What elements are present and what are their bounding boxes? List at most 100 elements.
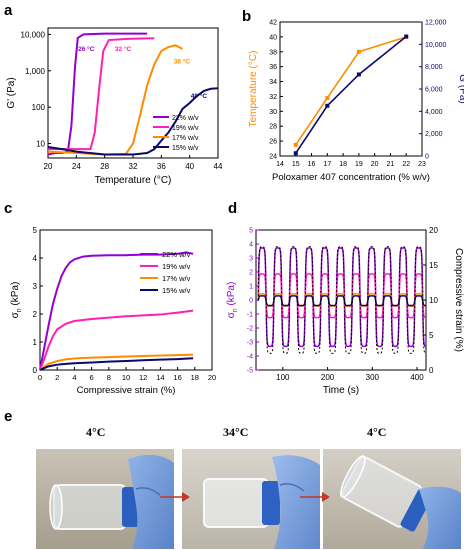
x-tick-label: 18 (339, 161, 347, 168)
panel-label-a: a (4, 2, 13, 19)
y-right-tick-label: 12,000 (425, 20, 447, 27)
x-tick-label: 400 (410, 373, 424, 382)
annotation-label: 32 °C (115, 45, 132, 53)
x-tick-label: 36 (157, 162, 166, 171)
y-right-tick-label: 5 (429, 331, 434, 340)
legend-label: 17% w/v (172, 135, 199, 142)
y-tick-label: 1 (33, 338, 38, 347)
series-marker (356, 72, 361, 77)
panel-label-d: d (228, 200, 238, 217)
legend-label: 19% w/v (162, 262, 191, 271)
y-tick-label: 1,000 (25, 67, 46, 76)
x-tick-label: 15 (292, 161, 300, 168)
legend-label: 22% w/v (172, 115, 199, 122)
photo-temp-1: 4°C (86, 425, 106, 439)
y-left-tick-label: 30 (269, 109, 277, 116)
y-tick-label: 5 (33, 226, 38, 235)
series-line (39, 357, 194, 371)
y-right-tick-label: 0 (429, 366, 434, 375)
annotation-label: 26 °C (78, 45, 95, 53)
series-line (39, 353, 194, 371)
panel-label-c: c (4, 200, 13, 217)
legend-label: 17% w/v (162, 274, 191, 283)
y-left-tick-label: 26 (269, 139, 277, 146)
series-line (48, 37, 155, 151)
y-right-axis-label: Compressive strain (%) (453, 248, 464, 352)
x-tick-label: 28 (100, 162, 109, 171)
legend-label: 15% w/v (162, 286, 191, 295)
series-line (39, 309, 194, 371)
y-right-axis-label: G (Pa) (457, 74, 464, 103)
x-tick-label: 32 (129, 162, 138, 171)
y-left-tick-label: 3 (249, 256, 253, 263)
chart-d: 100 200 300 400 -5 -4 -3 -2 -1 0 1 2 3 4 5 0 5 10 15 20 Time… (226, 226, 464, 396)
chart-a: 20 24 28 32 36 40 44 10 100 1,000 10,000 Temperatur… (6, 27, 223, 186)
x-tick-label: 100 (276, 373, 290, 382)
series-marker (293, 151, 298, 156)
y-tick-label: 100 (32, 103, 46, 112)
x-tick-label: 24 (72, 162, 81, 171)
y-axis-label: G' (Pa) (6, 77, 17, 108)
y-left-tick-label: 32 (269, 94, 277, 101)
x-tick-label: 22 (402, 161, 410, 168)
y-tick-label: 2 (33, 310, 38, 319)
y-left-tick-label: 1 (249, 284, 253, 291)
y-right-tick-label: 8,000 (425, 64, 443, 71)
y-left-tick-label: 38 (269, 49, 277, 56)
series-marker (404, 34, 409, 39)
x-tick-label: 12 (139, 373, 147, 382)
legend-label: 22% w/v (162, 250, 191, 259)
y-tick-label: 3 (33, 282, 38, 291)
x-tick-label: 10 (122, 373, 130, 382)
x-axis-label: Temperature (°C) (95, 175, 172, 186)
series-line (257, 273, 427, 319)
y-left-tick-label: 34 (269, 79, 277, 86)
series-line (257, 247, 427, 348)
x-tick-label: 17 (323, 161, 331, 168)
y-left-tick-label: -4 (247, 354, 253, 361)
y-axis-label: σn (kPa) (10, 282, 23, 319)
photo-vial-cold-liquid (36, 449, 174, 549)
photo-vial-cold-liquid-2 (323, 449, 461, 549)
y-left-tick-label: 2 (249, 270, 253, 277)
y-left-tick-label: -3 (247, 340, 253, 347)
x-axis-label: Time (s) (323, 385, 359, 396)
series-marker (293, 142, 298, 147)
y-left-tick-label: -2 (247, 326, 253, 333)
y-left-tick-label: 5 (249, 228, 253, 235)
x-tick-label: 6 (90, 373, 94, 382)
legend-label: 15% w/v (172, 145, 199, 152)
y-left-tick-label: -1 (247, 312, 253, 319)
x-tick-label: 200 (321, 373, 335, 382)
y-left-tick-label: 36 (269, 64, 277, 71)
y-tick-label: 0 (33, 366, 38, 375)
strain-line (257, 246, 427, 354)
panel-label-e: e (4, 408, 13, 425)
panel-label-b: b (242, 8, 252, 25)
y-right-tick-label: 15 (429, 261, 438, 270)
y-left-tick-label: 24 (269, 154, 277, 161)
y-right-tick-label: 6,000 (425, 87, 443, 94)
series-line (295, 36, 407, 146)
y-left-axis-label: Temperature (°C) (248, 51, 259, 128)
x-tick-label: 4 (72, 373, 76, 382)
y-left-tick-label: 40 (269, 34, 277, 41)
photo-temp-3: 4°C (367, 425, 387, 439)
arrow-2 (300, 492, 330, 502)
legend-label: 19% w/v (172, 125, 199, 132)
series-marker (356, 49, 361, 54)
x-tick-label: 16 (173, 373, 181, 382)
y-left-tick-label: 4 (249, 242, 253, 249)
x-tick-label: 300 (366, 373, 380, 382)
series-marker (325, 103, 330, 108)
series-marker (325, 95, 330, 100)
annotation-label: 38 °C (174, 57, 191, 65)
arrow-1 (160, 492, 190, 502)
y-right-tick-label: 10 (429, 296, 438, 305)
x-tick-label: 8 (107, 373, 111, 382)
photo-vial-gel (182, 449, 320, 549)
y-right-tick-label: 20 (429, 226, 438, 235)
y-tick-label: 10 (36, 140, 45, 149)
x-tick-label: 21 (387, 161, 395, 168)
x-axis-label: Compressive strain (%) (77, 385, 176, 396)
